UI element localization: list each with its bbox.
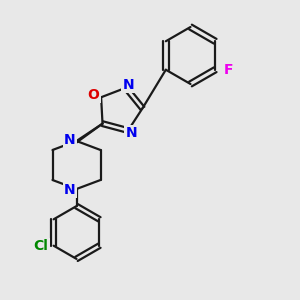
Text: N: N xyxy=(125,126,137,140)
Text: N: N xyxy=(122,78,134,92)
Text: N: N xyxy=(64,133,76,147)
Text: F: F xyxy=(224,63,233,77)
Text: Cl: Cl xyxy=(34,239,49,253)
Text: O: O xyxy=(88,88,100,102)
Text: N: N xyxy=(64,183,76,197)
